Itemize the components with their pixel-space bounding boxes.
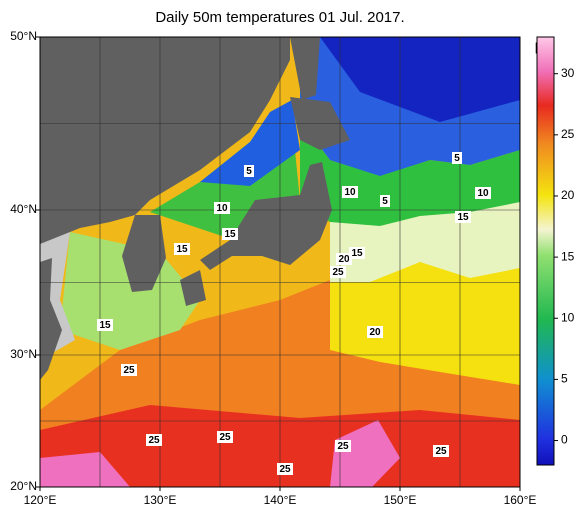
contour-label-box: [174, 243, 190, 255]
colorbar-tick-label: 0: [561, 433, 568, 447]
contour-label: 10: [477, 188, 489, 199]
x-tick-label: 140°E: [264, 493, 297, 507]
contour-label-box: [214, 202, 230, 214]
contour-label-box: [121, 364, 137, 376]
grid: [40, 37, 520, 487]
colorbar-tick-label: 30: [561, 66, 575, 80]
contour-label-box: [146, 434, 162, 446]
contour-label: 15: [224, 229, 236, 240]
contour-label: 10: [216, 203, 228, 214]
contour-label: 25: [279, 464, 291, 475]
contour-label-box: [367, 326, 383, 338]
x-tick-label: 160°E: [504, 493, 537, 507]
contour-label-box: [336, 253, 352, 265]
y-tick-label: 20°N: [10, 479, 37, 493]
y-tick-label: 40°N: [10, 202, 37, 216]
colorbar-tick-label: 25: [561, 127, 575, 141]
contour-label-box: [342, 186, 358, 198]
contour-label: 5: [246, 166, 252, 177]
contour-label: 25: [435, 446, 447, 457]
contour-label-box: [433, 445, 449, 457]
contour-label-box: [277, 463, 293, 475]
y-tick-label: 50°N: [10, 29, 37, 43]
contour-label: 15: [176, 244, 188, 255]
contour-label: 20: [338, 254, 350, 265]
colorbar: [536, 36, 555, 466]
contour-label: 25: [148, 435, 160, 446]
contour-label-box: [330, 266, 346, 278]
contour-label-box: [349, 247, 365, 259]
contour-label-box: [452, 152, 462, 164]
colorbar-tick-label: 5: [561, 372, 568, 386]
contour-label: 15: [457, 212, 469, 223]
contour-label: 15: [351, 248, 363, 259]
contour-label-box: [222, 228, 238, 240]
contour-label-box: [217, 431, 233, 443]
contour-label-box: [244, 165, 254, 177]
contour-label: 20: [369, 327, 381, 338]
contour-label-box: [475, 187, 491, 199]
x-tick-label: 130°E: [144, 493, 177, 507]
contour-label: 25: [332, 267, 344, 278]
x-tick-label: 150°E: [384, 493, 417, 507]
contour-label: 25: [219, 432, 231, 443]
colorbar-tick-label: 10: [561, 310, 575, 324]
contour-label-box: [97, 319, 113, 331]
contour-label-box: [380, 195, 390, 207]
colorbar-tick-label: 20: [561, 188, 575, 202]
contour-label: 15: [99, 320, 111, 331]
y-tick-label: 30°N: [10, 347, 37, 361]
x-tick-label: 120°E: [24, 493, 57, 507]
contour-label: 5: [454, 153, 460, 164]
contour-label: 5: [382, 196, 388, 207]
colorbar-tick-label: 15: [561, 249, 575, 263]
contour-label-box: [455, 211, 471, 223]
contour-label: 10: [344, 187, 356, 198]
contour-label: 25: [337, 441, 349, 452]
chart-title: Daily 50m temperatures 01 Jul. 2017.: [155, 9, 404, 26]
contour-label: 25: [123, 365, 135, 376]
contour-label-box: [335, 440, 351, 452]
